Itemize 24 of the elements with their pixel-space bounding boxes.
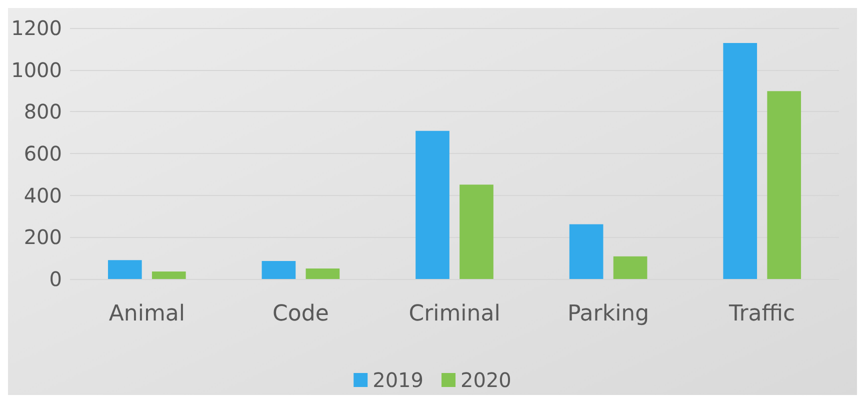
y-tick-label: 1200 <box>11 16 62 40</box>
y-tick-label: 800 <box>24 100 62 124</box>
bar <box>416 130 450 279</box>
bar <box>108 260 142 279</box>
bar <box>723 43 758 279</box>
x-tick-label: Animal <box>108 302 185 326</box>
bar <box>262 261 296 279</box>
x-tick-label: Parking <box>568 302 650 326</box>
legend-label: 2020 <box>460 368 512 392</box>
y-tick-label: 400 <box>24 183 62 208</box>
y-tick-label: 600 <box>24 142 62 166</box>
bar <box>306 268 340 279</box>
y-tick-label: 200 <box>24 225 62 250</box>
y-tick-label: 1000 <box>11 58 62 82</box>
x-tick-label: Traffic <box>728 302 796 326</box>
bar <box>569 224 604 279</box>
y-tick-label: 0 <box>49 267 62 291</box>
bar <box>613 256 648 279</box>
bar <box>460 184 494 279</box>
bar <box>152 271 186 279</box>
bar <box>767 91 802 279</box>
x-tick-label: Code <box>272 302 329 326</box>
x-tick-label: Criminal <box>408 302 500 326</box>
legend-label: 2019 <box>372 368 424 392</box>
